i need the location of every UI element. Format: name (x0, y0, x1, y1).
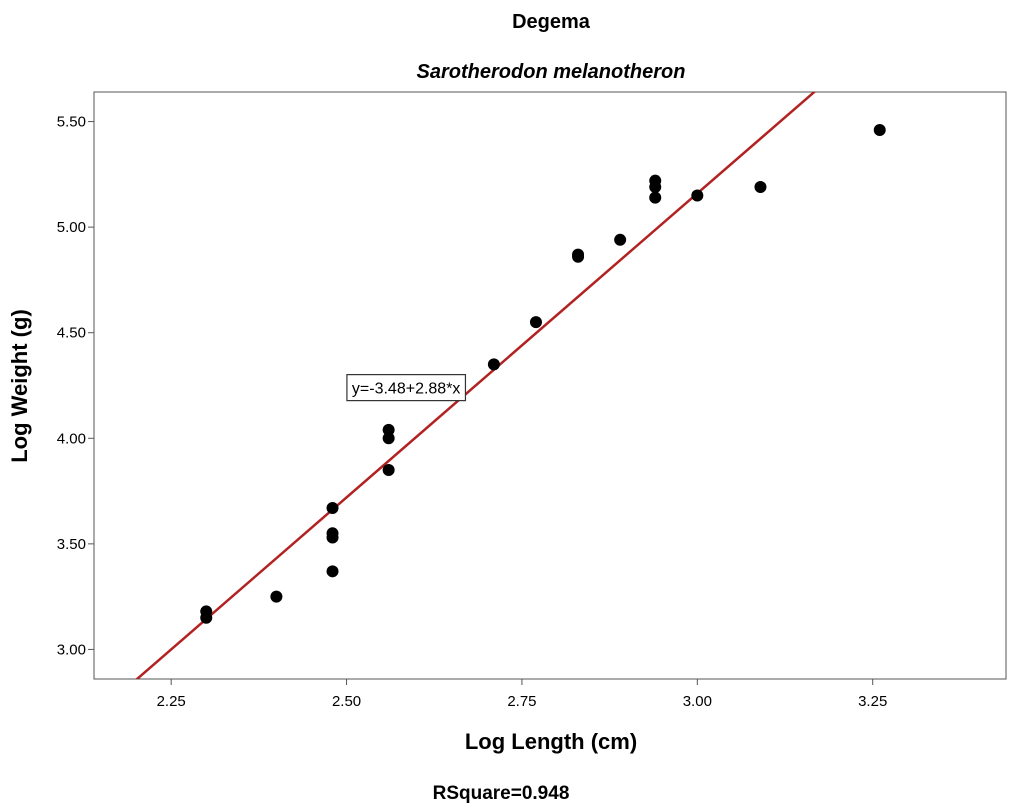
data-point (649, 181, 662, 194)
x-tick-label: 3.00 (683, 693, 712, 710)
equation-box-border (346, 374, 467, 402)
data-point (326, 501, 339, 514)
data-point (649, 191, 662, 204)
points-layer (200, 124, 886, 624)
plot-area (93, 91, 1007, 680)
data-point (487, 358, 500, 371)
data-point (572, 248, 585, 261)
y-tick-label: 5.00 (57, 219, 86, 236)
fit-line-layer (135, 92, 817, 679)
data-point (873, 124, 886, 137)
y-tick-label: 4.50 (57, 325, 86, 342)
y-tick-label: 3.50 (57, 536, 86, 553)
data-point (382, 463, 395, 476)
x-axis-label: Log Length (cm) (465, 729, 637, 754)
x-tick-label: 2.75 (507, 693, 536, 710)
x-tick-label: 3.25 (858, 693, 887, 710)
data-point (754, 181, 767, 194)
data-point (691, 189, 704, 202)
regression-line (135, 92, 817, 679)
y-axis-label: Log Weight (g) (7, 309, 32, 463)
x-tick-label: 2.25 (157, 693, 186, 710)
y-axis: 3.00 3.50 4.00 4.50 5.00 5.50 (57, 114, 94, 658)
data-point (326, 531, 339, 544)
y-tick-label: 4.00 (57, 430, 86, 447)
x-axis: 2.25 2.50 2.75 3.00 3.25 (157, 679, 887, 710)
y-tick-label: 3.00 (57, 641, 86, 658)
x-tick-label: 2.50 (332, 693, 361, 710)
data-point (382, 423, 395, 436)
data-point (326, 565, 339, 578)
chart-subtitle: Sarotherodon melanotheron (417, 61, 686, 83)
rsquare-label: RSquare=0.948 (433, 783, 570, 804)
data-point (200, 611, 213, 624)
y-tick-label: 5.50 (57, 114, 86, 131)
data-point (382, 432, 395, 445)
data-point (529, 316, 542, 329)
equation-box: y=-3.48+2.88*x (346, 374, 467, 402)
data-point (614, 233, 627, 246)
chart-title: Degema (512, 11, 591, 33)
data-point (270, 590, 283, 603)
equation-label: y=-3.48+2.88*x (352, 381, 461, 398)
